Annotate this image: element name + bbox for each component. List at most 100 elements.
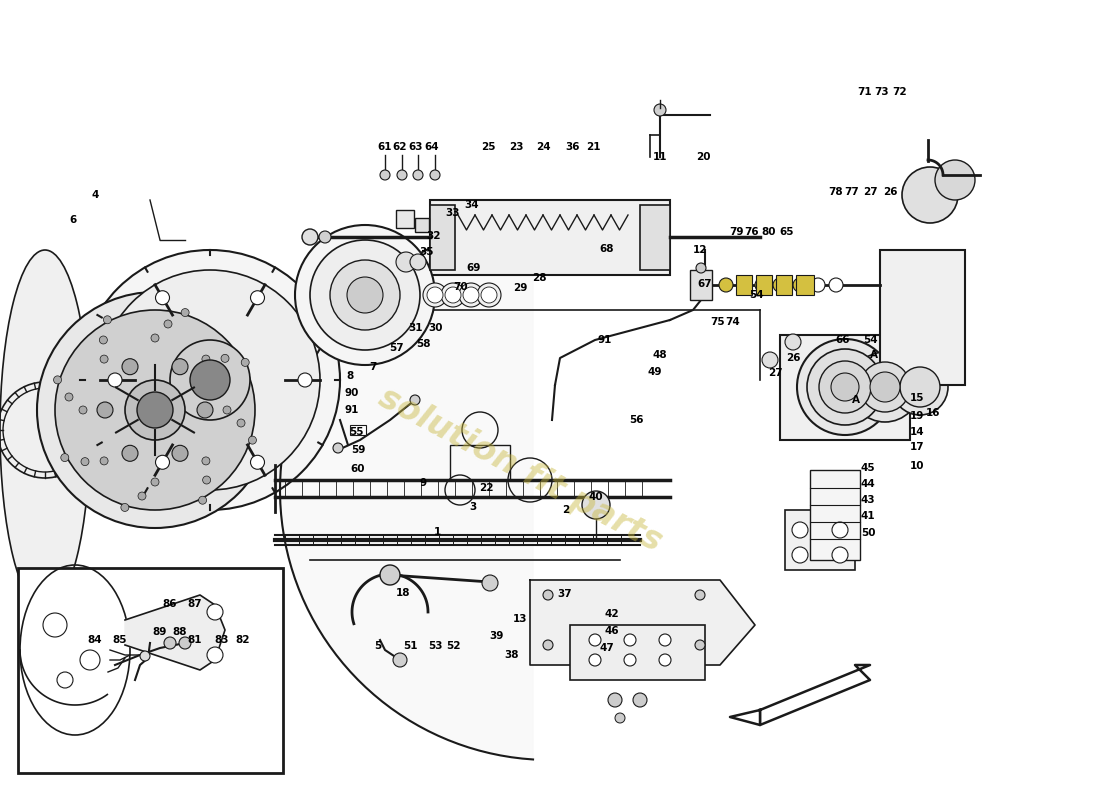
Circle shape	[121, 503, 129, 511]
Text: 43: 43	[860, 495, 876, 505]
Circle shape	[202, 355, 210, 363]
Text: 6: 6	[69, 215, 77, 225]
Circle shape	[333, 443, 343, 453]
Text: 9: 9	[419, 478, 427, 488]
Text: 18: 18	[396, 588, 410, 598]
Text: 88: 88	[173, 627, 187, 637]
Circle shape	[155, 290, 169, 305]
Polygon shape	[760, 665, 870, 725]
Circle shape	[832, 547, 848, 563]
Circle shape	[900, 367, 940, 407]
Text: solution fit parts: solution fit parts	[373, 382, 668, 558]
Text: 3: 3	[470, 502, 476, 512]
Text: 54: 54	[862, 335, 878, 345]
Circle shape	[179, 637, 191, 649]
Circle shape	[935, 160, 975, 200]
Circle shape	[410, 395, 420, 405]
Text: 4: 4	[91, 190, 99, 200]
Text: 1: 1	[433, 527, 441, 537]
Circle shape	[37, 292, 273, 528]
Circle shape	[202, 476, 210, 484]
Circle shape	[830, 373, 859, 401]
Circle shape	[80, 250, 340, 510]
Circle shape	[295, 225, 434, 365]
Polygon shape	[280, 221, 534, 759]
Polygon shape	[730, 710, 760, 725]
Text: 81: 81	[188, 635, 202, 645]
Text: 8: 8	[346, 371, 353, 381]
Text: 37: 37	[558, 589, 572, 599]
Bar	[450, 445, 510, 480]
Circle shape	[97, 402, 113, 418]
Text: 39: 39	[488, 631, 503, 641]
Circle shape	[785, 334, 801, 350]
Circle shape	[164, 320, 172, 328]
Circle shape	[122, 358, 138, 374]
Bar	[880, 250, 965, 385]
Circle shape	[792, 522, 808, 538]
Text: 64: 64	[425, 142, 439, 152]
Circle shape	[302, 229, 318, 245]
Text: 26: 26	[882, 187, 898, 197]
Text: 75: 75	[711, 317, 725, 327]
Text: 28: 28	[531, 273, 547, 283]
Text: 52: 52	[446, 641, 460, 651]
Text: 91: 91	[344, 405, 360, 415]
Circle shape	[298, 373, 312, 387]
Text: 17: 17	[910, 442, 924, 452]
Circle shape	[427, 287, 443, 303]
Circle shape	[807, 349, 883, 425]
Circle shape	[762, 352, 778, 368]
Text: 65: 65	[780, 227, 794, 237]
Circle shape	[221, 354, 229, 362]
Circle shape	[459, 283, 483, 307]
Text: 89: 89	[153, 627, 167, 637]
Circle shape	[829, 278, 843, 292]
Text: 86: 86	[163, 599, 177, 609]
Text: 83: 83	[214, 635, 229, 645]
Text: 59: 59	[351, 445, 365, 455]
Text: 66: 66	[836, 335, 850, 345]
Circle shape	[182, 309, 189, 317]
Polygon shape	[530, 580, 755, 665]
Circle shape	[870, 372, 900, 402]
Circle shape	[659, 634, 671, 646]
Circle shape	[100, 270, 320, 490]
Circle shape	[608, 693, 622, 707]
Circle shape	[820, 361, 871, 413]
Text: 87: 87	[188, 599, 202, 609]
Text: 21: 21	[585, 142, 601, 152]
Text: 46: 46	[605, 626, 619, 636]
Circle shape	[164, 637, 176, 649]
Circle shape	[170, 340, 250, 420]
Bar	[736, 275, 752, 295]
Circle shape	[654, 104, 666, 116]
Circle shape	[125, 380, 185, 440]
Circle shape	[615, 713, 625, 723]
Circle shape	[892, 359, 948, 415]
Text: 72: 72	[893, 87, 907, 97]
Circle shape	[481, 287, 497, 303]
Bar	[570, 625, 705, 680]
Bar	[415, 218, 429, 232]
Text: 62: 62	[393, 142, 407, 152]
Text: 26: 26	[785, 353, 801, 363]
Text: 51: 51	[403, 641, 417, 651]
Bar	[430, 200, 670, 275]
Circle shape	[902, 167, 958, 223]
Circle shape	[138, 492, 146, 500]
Circle shape	[696, 263, 706, 273]
Text: 49: 49	[648, 367, 662, 377]
Text: 11: 11	[652, 152, 668, 162]
Circle shape	[207, 647, 223, 663]
Circle shape	[793, 278, 807, 292]
Text: 19: 19	[910, 411, 924, 421]
Circle shape	[773, 278, 786, 292]
Ellipse shape	[0, 250, 90, 610]
Circle shape	[379, 565, 400, 585]
Text: 38: 38	[505, 650, 519, 660]
Circle shape	[199, 496, 207, 504]
Text: 31: 31	[409, 323, 424, 333]
Text: 85: 85	[112, 635, 128, 645]
Circle shape	[792, 547, 808, 563]
